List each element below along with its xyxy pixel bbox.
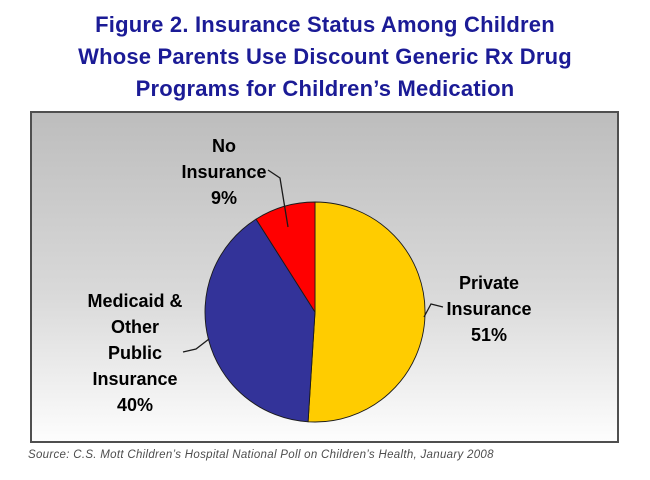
source-note: Source: C.S. Mott Children’s Hospital Na…	[28, 449, 494, 461]
label-line: Medicaid &	[87, 291, 183, 311]
label-line: 9%	[210, 188, 237, 208]
label-line: Public	[107, 343, 162, 363]
figure-title-line: Programs for Children’s Medication	[135, 76, 515, 101]
label-line: Insurance	[446, 299, 532, 319]
label-line: No	[212, 136, 236, 156]
figure-title-line: Whose Parents Use Discount Generic Rx Dr…	[78, 44, 572, 69]
leader-no-insurance-line	[267, 169, 289, 228]
label-no-insurance: No Insurance 9%	[159, 133, 289, 211]
leader-private-insurance-line	[423, 303, 444, 318]
chart-area: No Insurance 9% Private Insurance 51% Me…	[30, 111, 619, 443]
label-line: Insurance	[181, 162, 267, 182]
figure-title: Figure 2. Insurance Status Among Childre…	[0, 9, 650, 105]
label-line: Private	[458, 273, 520, 293]
label-line: 40%	[116, 395, 154, 415]
leader-medicaid-line	[182, 338, 210, 353]
figure-title-line: Figure 2. Insurance Status Among Childre…	[95, 12, 555, 37]
label-medicaid-public-insurance: Medicaid & Other Public Insurance 40%	[70, 288, 200, 418]
label-private-insurance: Private Insurance 51%	[424, 270, 554, 348]
label-line: 51%	[470, 325, 508, 345]
pie-chart	[182, 169, 444, 423]
label-line: Other	[110, 317, 159, 337]
pie-slice-0	[307, 201, 426, 423]
label-line: Insurance	[92, 369, 178, 389]
